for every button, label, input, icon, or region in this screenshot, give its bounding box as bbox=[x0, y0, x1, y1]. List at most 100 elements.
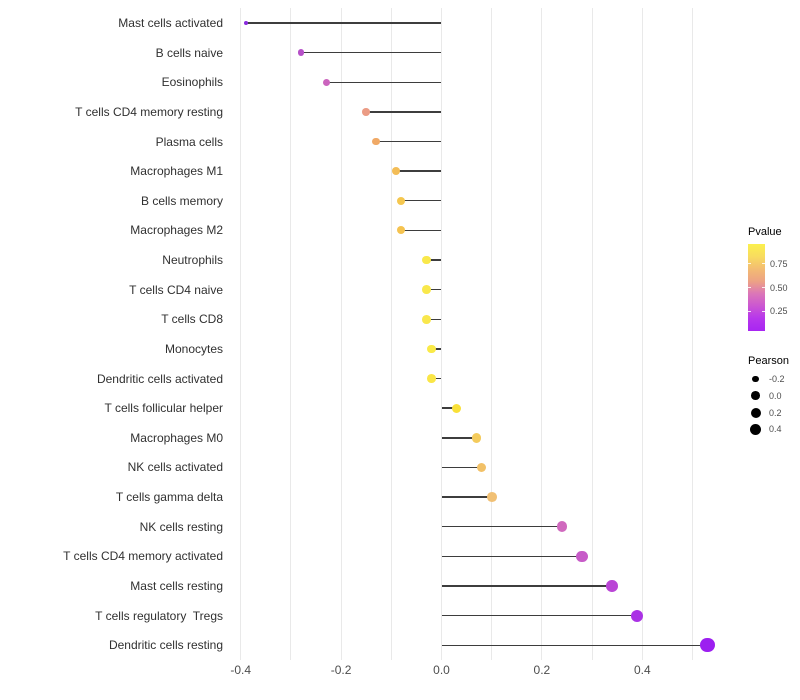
lollipop-dot bbox=[486, 492, 497, 502]
gridline-vertical bbox=[340, 8, 342, 660]
lollipop-dot bbox=[576, 550, 588, 562]
gridline-vertical bbox=[692, 8, 693, 660]
y-axis-category-label: NK cells resting bbox=[139, 519, 223, 534]
x-axis-tick-label: -0.4 bbox=[230, 663, 252, 677]
lollipop-dot bbox=[297, 49, 305, 56]
lollipop-stem bbox=[431, 377, 442, 380]
y-axis-category-label: T cells CD4 memory resting bbox=[75, 104, 223, 119]
y-axis-category-label: Dendritic cells resting bbox=[108, 638, 223, 653]
lollipop-stem bbox=[426, 259, 442, 261]
lollipop-dot bbox=[372, 137, 381, 146]
lollipop-dot bbox=[427, 374, 436, 383]
gridline-vertical bbox=[240, 8, 242, 660]
y-axis-category-label: T cells CD4 memory activated bbox=[63, 549, 223, 564]
pvalue-tick-label: 0.50 bbox=[770, 282, 788, 293]
lollipop-dot bbox=[392, 167, 401, 176]
lollipop-stem bbox=[441, 614, 638, 617]
y-axis-category-label: Mast cells activated bbox=[118, 16, 223, 30]
x-axis-tick-label: -0.2 bbox=[330, 663, 352, 677]
pearson-legend-label: -0.2 bbox=[769, 374, 785, 384]
lollipop-stem bbox=[441, 437, 477, 439]
lollipop-dot bbox=[471, 433, 482, 443]
pvalue-colorbar-tickmark bbox=[748, 263, 751, 265]
lollipop-stem bbox=[426, 288, 442, 291]
lollipop-stem bbox=[441, 407, 457, 409]
y-axis-category-label: T cells CD4 naive bbox=[129, 282, 223, 297]
pvalue-colorbar-tickmark bbox=[748, 310, 751, 312]
y-axis-category-label: Macrophages M0 bbox=[130, 430, 223, 445]
lollipop-stem bbox=[441, 466, 482, 469]
lollipop-dot bbox=[397, 226, 406, 235]
y-axis-category-label: NK cells activated bbox=[127, 460, 223, 475]
lollipop-stem bbox=[326, 81, 442, 83]
gridline-vertical bbox=[591, 8, 593, 660]
lollipop-stem bbox=[401, 200, 442, 202]
lollipop-stem bbox=[366, 111, 442, 113]
pearson-legend-label: 0.0 bbox=[769, 390, 782, 401]
gridline-vertical bbox=[290, 8, 292, 660]
lollipop-dot bbox=[606, 580, 619, 592]
y-axis-category-label: Neutrophils bbox=[162, 253, 223, 268]
pvalue-colorbar-tickmark bbox=[762, 310, 765, 312]
pvalue-tick-label: 0.25 bbox=[770, 306, 788, 317]
y-axis-category-label: T cells CD8 bbox=[161, 312, 223, 327]
lollipop-stem bbox=[441, 496, 492, 498]
pvalue-colorbar-tickmark bbox=[762, 263, 765, 265]
pvalue-tick-label: 0.75 bbox=[770, 258, 788, 269]
pvalue-colorbar bbox=[748, 244, 765, 331]
lollipop-dot bbox=[476, 462, 487, 473]
x-axis-tick-label: 0.2 bbox=[533, 663, 551, 677]
pvalue-colorbar-tickmark bbox=[762, 287, 765, 288]
pearson-legend-circle bbox=[752, 375, 760, 383]
lollipop-stem bbox=[376, 140, 442, 143]
lollipop-dot bbox=[243, 21, 248, 25]
y-axis-category-label: Macrophages M1 bbox=[130, 164, 223, 179]
lollipop-stem bbox=[396, 170, 442, 172]
pearson-legend-title: Pearson bbox=[748, 355, 789, 367]
pvalue-colorbar-tickmark bbox=[748, 287, 751, 288]
lollipop-stem bbox=[441, 555, 583, 558]
y-axis-category-label: Monocytes bbox=[164, 341, 223, 356]
lollipop-dot bbox=[427, 344, 436, 354]
lollipop-stem bbox=[441, 644, 708, 646]
lollipop-dot bbox=[700, 638, 715, 653]
x-axis-tick-label: 0.0 bbox=[433, 663, 450, 677]
y-axis-category-label: Mast cells resting bbox=[130, 578, 223, 593]
gridline-vertical bbox=[441, 8, 442, 660]
y-axis-category-label: Macrophages M2 bbox=[130, 223, 223, 238]
lollipop-dot bbox=[451, 403, 462, 413]
lollipop-dot bbox=[397, 196, 406, 205]
lollipop-stem bbox=[441, 526, 562, 528]
gridline-vertical bbox=[491, 8, 493, 660]
gridline-vertical bbox=[641, 8, 643, 660]
lollipop-stem bbox=[300, 51, 442, 54]
gridline-vertical bbox=[541, 8, 543, 660]
lollipop-stem bbox=[401, 229, 442, 232]
y-axis-category-label: Plasma cells bbox=[155, 134, 223, 149]
pearson-legend-label: 0.2 bbox=[769, 407, 782, 418]
y-axis-category-label: Eosinophils bbox=[161, 75, 223, 90]
lollipop-dot bbox=[322, 78, 330, 86]
lollipop-stem bbox=[426, 318, 442, 320]
y-axis-category-label: Dendritic cells activated bbox=[96, 371, 223, 386]
y-axis-category-label: B cells memory bbox=[140, 193, 223, 208]
x-axis-tick-label: 0.4 bbox=[633, 663, 651, 677]
lollipop-stem bbox=[245, 22, 442, 24]
y-axis-category-label: B cells naive bbox=[155, 45, 223, 60]
pearson-legend-label: 0.4 bbox=[769, 424, 782, 435]
pearson-legend-circle bbox=[750, 423, 762, 436]
pearson-legend-circle bbox=[750, 407, 761, 418]
y-axis-category-label: T cells gamma delta bbox=[115, 490, 223, 505]
pearson-legend-circle bbox=[751, 391, 761, 401]
gridline-vertical bbox=[390, 8, 392, 660]
lollipop-dot bbox=[422, 315, 431, 324]
lollipop-dot bbox=[362, 108, 370, 116]
lollipop-dot bbox=[422, 255, 431, 265]
lollipop-stem bbox=[431, 348, 442, 350]
y-axis-category-label: T cells regulatory Tregs bbox=[95, 608, 223, 623]
pvalue-legend-title: Pvalue bbox=[748, 226, 782, 238]
lollipop-dot bbox=[631, 609, 644, 622]
lollipop-dot bbox=[422, 285, 431, 294]
lollipop-dot bbox=[556, 521, 568, 533]
